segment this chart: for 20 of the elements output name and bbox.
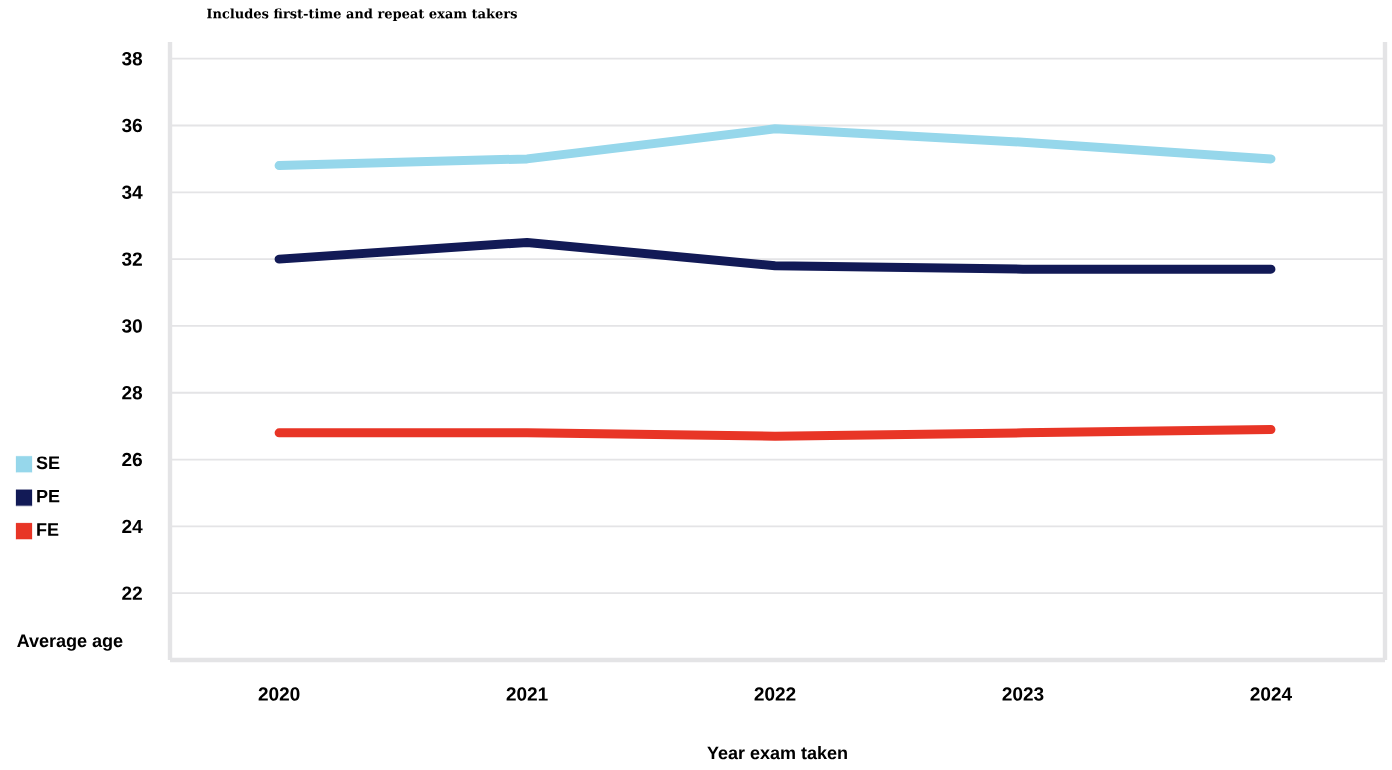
y-tick-label: 22 xyxy=(122,586,142,600)
x-tick-label: 2022 xyxy=(754,687,796,701)
y-tick-label: 36 xyxy=(121,118,142,133)
x-tick-label: 2023 xyxy=(1002,687,1044,701)
x-tick-label: 2021 xyxy=(506,687,548,701)
y-tick-label: 30 xyxy=(121,319,142,333)
y-tick-label: 28 xyxy=(122,386,143,400)
y-tick-label: 24 xyxy=(122,519,143,533)
legend-label: FE xyxy=(37,523,59,536)
legend-label: PE xyxy=(37,489,60,503)
y-tick-label: 26 xyxy=(122,452,142,467)
y-tick-label: 32 xyxy=(121,252,142,266)
chart-subtitle: Includes first-time and repeat exam takers xyxy=(207,8,517,21)
y-tick-label: 34 xyxy=(121,185,143,200)
x-tick-label: 2024 xyxy=(1250,687,1292,701)
x-tick-label: 2020 xyxy=(258,687,300,701)
x-axis-title: Year exam taken xyxy=(707,746,847,760)
y-tick-label: 38 xyxy=(121,51,143,66)
legend-label: SE xyxy=(36,456,60,470)
y-axis-title: Average age xyxy=(17,634,123,651)
